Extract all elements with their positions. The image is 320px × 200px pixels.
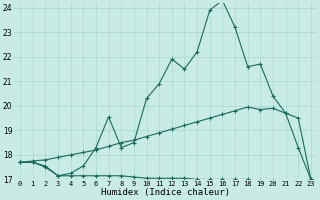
X-axis label: Humidex (Indice chaleur): Humidex (Indice chaleur) [101,188,230,197]
